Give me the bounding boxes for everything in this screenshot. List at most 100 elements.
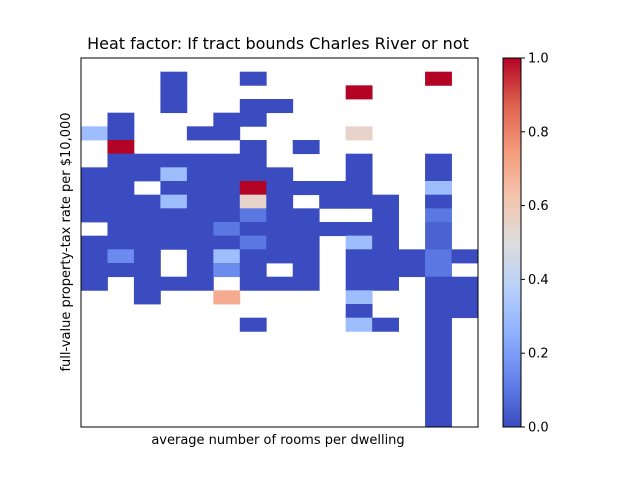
heatmap-cell — [187, 126, 214, 140]
heatmap-cell — [425, 208, 452, 222]
heatmap-cell — [213, 208, 240, 222]
heatmap-cell — [107, 236, 134, 250]
heatmap-cell — [213, 113, 240, 127]
heatmap-cell — [425, 154, 452, 168]
heatmap-cell — [134, 236, 161, 250]
heatmap-cell — [425, 331, 452, 345]
heatmap-cell — [160, 72, 187, 86]
heatmap-cell — [452, 249, 479, 263]
heatmap-cell — [134, 277, 161, 291]
heatmap-cell — [240, 222, 267, 236]
heatmap-cell — [266, 99, 293, 113]
heatmap-cell — [346, 290, 373, 304]
heatmap-cell — [81, 236, 108, 250]
heatmap-cell — [266, 249, 293, 263]
heatmap-cell — [240, 208, 267, 222]
heatmap-cell — [372, 236, 399, 250]
heatmap-cell — [240, 99, 267, 113]
heatmap-cell — [346, 304, 373, 318]
heatmap-cell — [81, 181, 108, 195]
heatmap-cell — [160, 208, 187, 222]
heatmap-cell — [240, 277, 267, 291]
colorbar-tick-label: 0.2 — [528, 347, 549, 362]
heatmap-cell — [293, 208, 320, 222]
heatmap-cell — [134, 154, 161, 168]
heatmap-cell — [266, 236, 293, 250]
heatmap-cell — [187, 222, 214, 236]
heatmap-cell — [293, 277, 320, 291]
heatmap-cell — [425, 413, 452, 427]
heatmap-cell — [293, 236, 320, 250]
heatmap-cell — [319, 195, 346, 209]
heatmap-cell — [213, 181, 240, 195]
heatmap-cell — [240, 249, 267, 263]
heatmap-cell — [107, 167, 134, 181]
heatmap-cell — [213, 236, 240, 250]
heatmap-cell — [266, 222, 293, 236]
heatmap-cell — [425, 181, 452, 195]
colorbar — [503, 58, 521, 427]
y-axis-label: full-value property-tax rate per $10,000 — [59, 112, 74, 371]
colorbar-tick-label: 0.6 — [528, 199, 549, 214]
heatmap-cell — [425, 236, 452, 250]
heatmap-cell — [240, 195, 267, 209]
heatmap-cell — [346, 85, 373, 99]
heatmap-cell — [425, 222, 452, 236]
heatmap-cell — [372, 318, 399, 332]
heatmap-cell — [160, 181, 187, 195]
heatmap-cell — [452, 290, 479, 304]
heatmap-cell — [187, 195, 214, 209]
heatmap-cell — [107, 181, 134, 195]
heatmap-cell — [213, 222, 240, 236]
heatmap-cell — [213, 249, 240, 263]
heatmap-cell — [134, 249, 161, 263]
heatmap-cell — [399, 249, 426, 263]
heatmap-cell — [293, 222, 320, 236]
heatmap-cell — [266, 277, 293, 291]
heatmap-cell — [134, 167, 161, 181]
heatmap-cell — [452, 304, 479, 318]
heatmap-cell — [372, 249, 399, 263]
heatmap-cell — [319, 222, 346, 236]
heatmap-cell — [160, 85, 187, 99]
heatmap-cell — [425, 195, 452, 209]
heatmap-cell — [240, 72, 267, 86]
heatmap-cell — [425, 304, 452, 318]
heatmap-cell — [425, 372, 452, 386]
heatmap-cell — [213, 195, 240, 209]
heatmap-cell — [425, 277, 452, 291]
colorbar-tick-label: 0.4 — [528, 273, 549, 288]
heatmap-cell — [452, 277, 479, 291]
heatmap-cell — [187, 236, 214, 250]
heatmap-cell — [346, 154, 373, 168]
heatmap-cell — [213, 167, 240, 181]
heatmap-cell — [81, 126, 108, 140]
heatmap-cell — [107, 195, 134, 209]
heatmap-cell — [240, 140, 267, 154]
heatmap-cell — [81, 167, 108, 181]
heatmap-cell — [240, 154, 267, 168]
heatmap-cell — [187, 277, 214, 291]
colorbar-ticks: 0.0 0.2 0.4 0.6 0.8 1.0 — [521, 52, 549, 436]
heatmap-cell — [425, 263, 452, 277]
heatmap-cell — [425, 318, 452, 332]
heatmap-cell — [346, 236, 373, 250]
heatmap-cell — [107, 126, 134, 140]
heatmap-cell — [346, 318, 373, 332]
heatmap-cell — [134, 208, 161, 222]
heatmap-cell — [372, 263, 399, 277]
heatmap-cell — [107, 113, 134, 127]
heatmap-cell — [293, 140, 320, 154]
heatmap-cell — [372, 195, 399, 209]
heatmap-cell — [81, 263, 108, 277]
heatmap-cell — [266, 195, 293, 209]
heatmap-cell — [293, 181, 320, 195]
heatmap-cell — [372, 208, 399, 222]
heatmap-cell — [107, 249, 134, 263]
x-axis-label: average number of rooms per dwelling — [151, 433, 404, 448]
heatmap-cell — [107, 222, 134, 236]
heatmap-cell — [346, 277, 373, 291]
heatmap-cell — [346, 195, 373, 209]
heatmap-cell — [213, 290, 240, 304]
heatmap-cell — [425, 400, 452, 414]
